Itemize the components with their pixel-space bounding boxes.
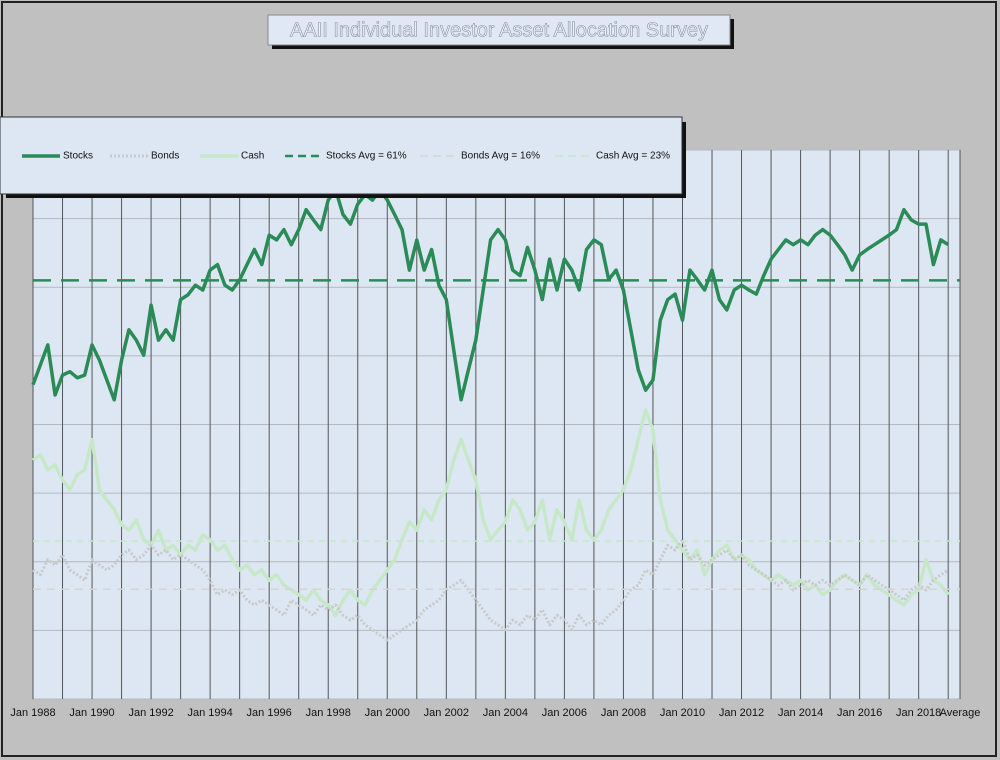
x-tick-label: Jan 2018 [896,707,941,719]
legend-label: Stocks Avg = 61% [326,151,407,162]
legend: Stocks Bonds Cash Stocks Avg = 61% Bonds Avg… [0,116,686,198]
x-tick-label: Jan 2012 [719,707,764,719]
x-tick-label: Jan 2006 [542,707,587,719]
x-tick-label: Average [940,707,981,719]
x-tick-label: Jan 2000 [365,707,410,719]
x-tick-label: Jan 1990 [69,707,114,719]
lines [31,188,960,642]
legend-label: Bonds Avg = 16% [461,151,540,162]
x-tick-label: Jan 1996 [247,707,292,719]
x-tick-label: Jan 1992 [128,707,173,719]
legend-label: Cash Avg = 23% [596,151,670,162]
x-tick-label: Jan 2002 [424,707,469,719]
x-tick-label: Jan 2014 [778,707,823,719]
legend-label: Bonds [151,151,179,162]
series-line [31,188,950,402]
title-box [267,14,731,46]
legend-label: Stocks [63,151,93,162]
x-tick-label: Jan 1988 [10,707,55,719]
legend-items: Stocks Bonds Cash Stocks Avg = 61% Bonds Avg… [22,151,670,162]
x-tick-label: Jan 1994 [188,707,233,719]
x-axis: Jan 1988 Jan 1990 Jan 1992 Jan 1994 Jan 1996… [10,707,980,719]
x-tick-label: Jan 2008 [601,707,646,719]
legend-label: Cash [241,151,264,162]
chart-title: AAII Individual Investor Asset Allocatio… [290,19,708,41]
x-tick-label: Jan 2004 [483,707,528,719]
x-tick-label: Jan 2016 [837,707,882,719]
series-line [32,538,950,642]
grid [32,149,961,700]
x-tick-label: Jan 1998 [306,707,351,719]
x-tick-label: Jan 2010 [660,707,705,719]
series-line [31,408,950,618]
